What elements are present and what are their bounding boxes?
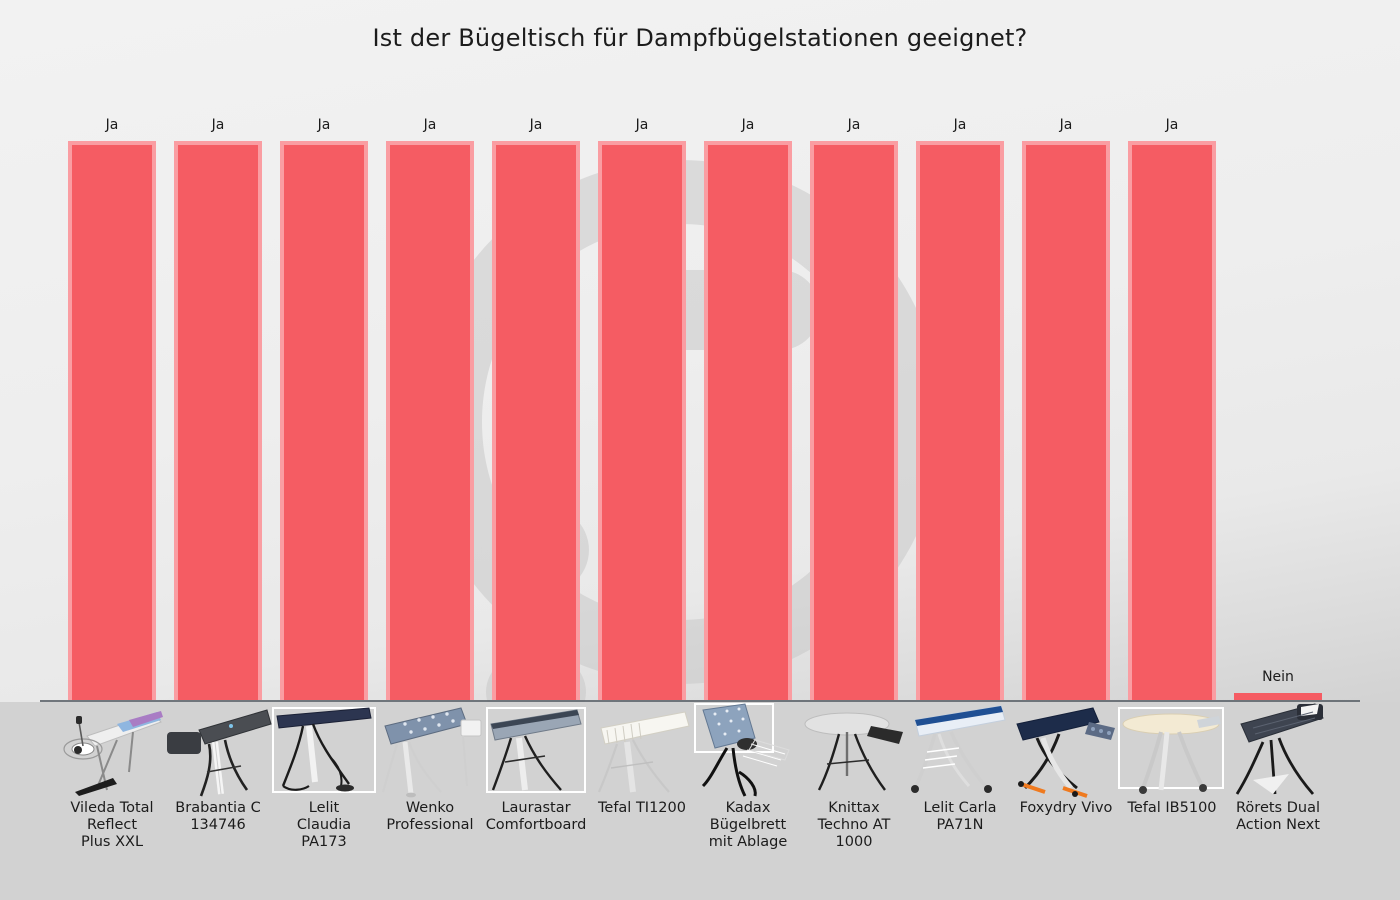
category-column: Knittax Techno AT 1000	[798, 702, 910, 851]
category-label: Laurastar Comfortboard	[485, 800, 587, 833]
ironing-board-vileda-thumbnail	[56, 702, 168, 798]
category-column: Wenko Professional	[374, 702, 486, 834]
category-column: Rörets Dual Action Next	[1222, 702, 1334, 834]
bar[interactable]	[1022, 141, 1110, 700]
category-column: Tefal TI1200	[586, 702, 698, 817]
bar-group: Nein	[1234, 101, 1322, 700]
ironing-board-tefal-ib5100-thumbnail	[1116, 702, 1228, 798]
category-column: Lelit Carla PA71N	[904, 702, 1016, 834]
bar-group: Ja	[280, 101, 368, 700]
bar-group: Ja	[598, 101, 686, 700]
bar[interactable]	[68, 141, 156, 700]
bar[interactable]	[386, 141, 474, 700]
category-label: Wenko Professional	[386, 800, 474, 833]
category-column: Foxydry Vivo	[1010, 702, 1122, 817]
category-label: Tefal IB5100	[1127, 800, 1217, 816]
ironing-board-brabantia-thumbnail	[162, 702, 274, 798]
chart-title: Ist der Bügeltisch für Dampfbügelstation…	[372, 24, 1028, 52]
category-column: Vileda Total Reflect Plus XXL	[56, 702, 168, 851]
bar[interactable]	[704, 141, 792, 700]
category-label: Foxydry Vivo	[1019, 800, 1113, 816]
bar-value-label: Ja	[105, 117, 119, 133]
ironing-board-lelit-claudia-thumbnail	[268, 702, 380, 798]
bar-value-label: Ja	[635, 117, 649, 133]
bar-group: Ja	[810, 101, 898, 700]
ironing-board-tefal-ti1200-thumbnail	[586, 702, 698, 798]
category-label: Knittax Techno AT 1000	[817, 800, 891, 850]
category-column: Tefal IB5100	[1116, 702, 1228, 817]
bar-group: Ja	[68, 101, 156, 700]
bar-group: Ja	[1022, 101, 1110, 700]
bar-value-label: Ja	[317, 117, 331, 133]
bar[interactable]	[1128, 141, 1216, 700]
category-label: Lelit Claudia PA173	[296, 800, 352, 850]
bar-value-label: Ja	[953, 117, 967, 133]
bar-value-label: Ja	[741, 117, 755, 133]
ironing-board-lelit-carla-thumbnail	[904, 702, 1016, 798]
bar[interactable]	[810, 141, 898, 700]
bar[interactable]	[598, 141, 686, 700]
bar-group: Ja	[916, 101, 1004, 700]
bar-value-label: Ja	[423, 117, 437, 133]
category-label: Kadax Bügelbrett mit Ablage	[708, 800, 788, 850]
category-column: Laurastar Comfortboard	[480, 702, 592, 834]
ironing-board-laurastar-thumbnail	[480, 702, 592, 798]
ironing-board-foxydry-thumbnail	[1010, 702, 1122, 798]
bar[interactable]	[492, 141, 580, 700]
bar-value-label: Ja	[847, 117, 861, 133]
x-axis-line	[40, 700, 1360, 702]
bar-group: Ja	[492, 101, 580, 700]
bar[interactable]	[916, 141, 1004, 700]
bar[interactable]	[1234, 693, 1322, 700]
bar-value-label: Nein	[1262, 669, 1294, 685]
category-label: Tefal TI1200	[598, 800, 686, 816]
ironing-board-kadax-thumbnail	[692, 702, 804, 798]
bar[interactable]	[280, 141, 368, 700]
bar-group: Ja	[1128, 101, 1216, 700]
category-label: Brabantia C 134746	[175, 800, 261, 833]
bar-group: Ja	[174, 101, 262, 700]
category-label: Vileda Total Reflect Plus XXL	[70, 800, 154, 850]
bar-value-label: Ja	[1165, 117, 1179, 133]
bar-group: Ja	[704, 101, 792, 700]
category-column: Kadax Bügelbrett mit Ablage	[692, 702, 804, 851]
bar-value-label: Ja	[211, 117, 225, 133]
category-label: Rörets Dual Action Next	[1236, 800, 1320, 833]
category-label: Lelit Carla PA71N	[923, 800, 997, 833]
bar[interactable]	[174, 141, 262, 700]
ironing-board-knittax-thumbnail	[798, 702, 910, 798]
bar-value-label: Ja	[529, 117, 543, 133]
ironing-board-rorets-thumbnail	[1222, 702, 1334, 798]
bar-value-label: Ja	[1059, 117, 1073, 133]
ironing-board-wenko-thumbnail	[374, 702, 486, 798]
bar-group: Ja	[386, 101, 474, 700]
category-column: Brabantia C 134746	[162, 702, 274, 834]
category-column: Lelit Claudia PA173	[268, 702, 380, 851]
